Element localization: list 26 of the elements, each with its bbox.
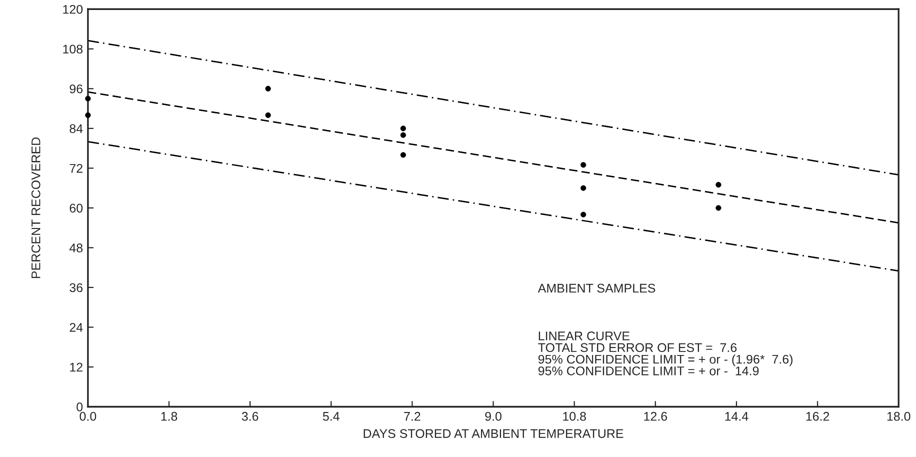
x-tick-label: 10.8 [563, 412, 586, 421]
x-tick-label: 16.2 [806, 412, 830, 421]
y-axis-title: PERCENT RECOVERED [31, 137, 40, 278]
x-tick-label: 3.6 [242, 412, 258, 421]
y-tick-label: 12 [70, 362, 82, 372]
y-tick-label: 24 [70, 323, 83, 332]
annotation: AMBIENT SAMPLES [538, 284, 656, 293]
x-tick-label: 0.0 [80, 412, 96, 421]
x-tick-label: 12.6 [644, 412, 668, 421]
x-tick-label: 7.2 [404, 412, 420, 421]
y-tick-label: 0 [76, 402, 83, 412]
y-tick-label: 108 [63, 44, 83, 54]
x-tick-label: 5.4 [322, 412, 340, 421]
y-tick-label: 36 [70, 283, 83, 292]
y-tick-label: 120 [63, 4, 83, 14]
y-tick-label: 72 [70, 164, 82, 173]
y-tick-label: 96 [70, 84, 83, 94]
y-tick-label: 60 [70, 204, 83, 213]
x-tick-label: 9.0 [485, 412, 502, 421]
x-tick-label: 18.0 [887, 412, 910, 421]
y-tick-label: 48 [69, 243, 83, 252]
x-tick-label: 1.8 [161, 412, 178, 421]
x-tick-label: 14.4 [725, 412, 748, 421]
y-tick-label: 84 [70, 124, 83, 134]
x-axis-title: DAYS STORED AT AMBIENT TEMPERATURE [364, 429, 624, 438]
annotation: LINEAR CURVE TOTAL STD ERROR OF EST = 7.6 95% CONFIDENCE LIMIT = + or - (1.96* 7.6) 95% CONFIDENCE LIMIT = + or - 14.9 [538, 332, 792, 376]
